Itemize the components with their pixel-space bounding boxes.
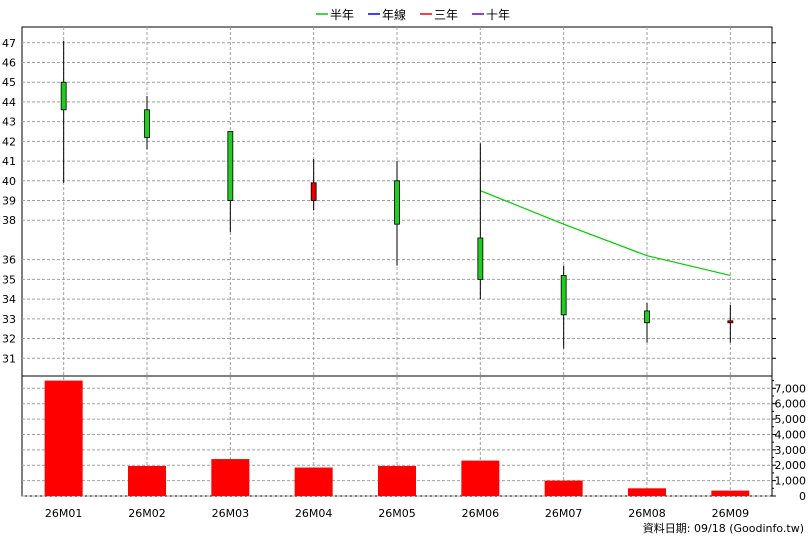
candle-body bbox=[644, 310, 650, 324]
candle-26M02 bbox=[144, 96, 150, 150]
price-tick-label: 33 bbox=[2, 313, 16, 326]
volume-bar-26M09 bbox=[711, 490, 750, 496]
candle-body bbox=[727, 320, 734, 324]
candle-26M01 bbox=[60, 40, 67, 183]
legend-label-3: 十年 bbox=[486, 8, 510, 22]
volume-bar-26M08 bbox=[628, 488, 666, 496]
volume-tick-label: 4,000 bbox=[775, 428, 807, 441]
candle-body bbox=[60, 81, 67, 111]
data-date-footer: 資料日期: 09/18 (Goodinfo.tw) bbox=[643, 521, 804, 535]
x-tick-label: 26M05 bbox=[378, 507, 416, 520]
volume-bar-26M04 bbox=[294, 467, 333, 496]
legend-label-2: 三年 bbox=[434, 8, 458, 22]
legend-label-1: 年線 bbox=[382, 7, 406, 22]
x-axis: 26M01 26M02 26M03 26M04 26M05 26M06 26M07 26M08… bbox=[45, 507, 749, 520]
candle-26M09 bbox=[727, 305, 734, 343]
moving-average-lines bbox=[480, 190, 731, 277]
candle-26M07 bbox=[560, 265, 567, 349]
half-year-ma-line bbox=[480, 190, 731, 277]
volume-tick-label: 1,000 bbox=[775, 475, 807, 488]
price-tick-label: 45 bbox=[2, 76, 16, 89]
candle-body bbox=[394, 180, 400, 225]
candle-26M05 bbox=[394, 161, 400, 266]
price-tick-label: 34 bbox=[2, 293, 16, 306]
price-tick-label: 40 bbox=[2, 175, 16, 188]
price-tick-label: 41 bbox=[2, 155, 16, 168]
volume-bar-26M02 bbox=[128, 466, 166, 496]
volume-bars bbox=[44, 380, 750, 496]
x-tick-label: 26M01 bbox=[45, 507, 83, 520]
volume-bar-26M06 bbox=[461, 460, 500, 496]
candle-26M03 bbox=[227, 131, 234, 233]
candle-body bbox=[227, 131, 234, 201]
price-tick-label: 44 bbox=[2, 96, 16, 109]
volume-tick-label: 2,000 bbox=[775, 459, 807, 472]
volume-tick-label: 3,000 bbox=[775, 444, 807, 457]
volume-tick-label: 7,000 bbox=[775, 382, 807, 395]
price-tick-label: 47 bbox=[2, 37, 16, 50]
price-tick-label: 42 bbox=[2, 135, 16, 148]
candle-body bbox=[310, 182, 317, 201]
volume-tick-label: 6,000 bbox=[775, 398, 807, 411]
volume-bar-26M05 bbox=[378, 466, 416, 496]
x-tick-label: 26M09 bbox=[712, 507, 750, 520]
x-tick-label: 26M08 bbox=[628, 507, 666, 520]
volume-axis: 0 1,000 2,000 3,000 4,000 5,000 6,000 7,000 bbox=[772, 380, 807, 503]
price-axis: 31 32 33 34 35 36 38 39 40 41 42 43 44 45 46 47 bbox=[2, 37, 776, 365]
x-tick-label: 26M03 bbox=[212, 507, 250, 520]
volume-bar-26M03 bbox=[211, 459, 250, 496]
price-tick-label: 35 bbox=[2, 273, 16, 286]
legend: 半年 年線 三年 十年 bbox=[316, 7, 510, 22]
volume-bar-26M07 bbox=[544, 480, 583, 496]
volume-bar-26M01 bbox=[44, 380, 83, 496]
x-tick-label: 26M02 bbox=[128, 507, 166, 520]
price-tick-label: 38 bbox=[2, 214, 16, 227]
candle-body bbox=[477, 237, 484, 280]
candle-26M04 bbox=[310, 159, 317, 211]
price-tick-label: 36 bbox=[2, 254, 16, 267]
price-tick-label: 31 bbox=[2, 352, 16, 365]
candlesticks bbox=[60, 40, 734, 349]
candle-body bbox=[560, 275, 567, 316]
price-tick-label: 32 bbox=[2, 333, 16, 346]
legend-label-0: 半年 bbox=[330, 8, 354, 22]
volume-tick-label: 5,000 bbox=[775, 413, 807, 426]
volume-tick-label: 0 bbox=[799, 490, 806, 503]
candle-body bbox=[144, 109, 150, 138]
x-tick-label: 26M07 bbox=[545, 507, 583, 520]
price-tick-label: 39 bbox=[2, 195, 16, 208]
price-tick-label: 43 bbox=[2, 116, 16, 129]
x-tick-label: 26M04 bbox=[295, 507, 333, 520]
x-tick-label: 26M06 bbox=[462, 507, 500, 520]
price-tick-label: 46 bbox=[2, 56, 16, 69]
candle-26M08 bbox=[644, 303, 650, 343]
candle-26M06 bbox=[477, 143, 484, 300]
